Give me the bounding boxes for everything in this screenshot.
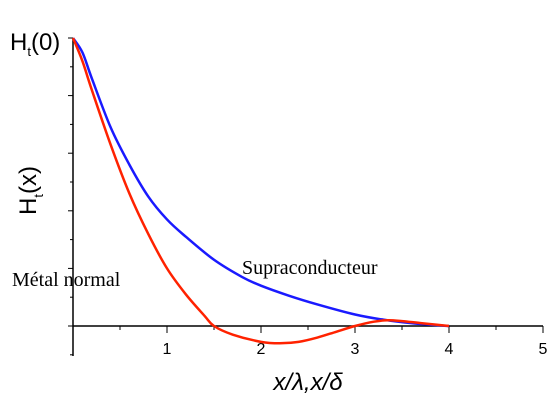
y-top-label-sub: t bbox=[27, 44, 31, 59]
x-tick-label: 1 bbox=[163, 341, 172, 358]
y-top-label: Ht(0) bbox=[10, 29, 60, 59]
series-line-supraconducteur bbox=[71, 37, 450, 328]
x-tick-label: 5 bbox=[539, 341, 548, 358]
y-axis-label-arg: (x) bbox=[15, 166, 42, 194]
y-top-label-arg: (0) bbox=[31, 29, 60, 56]
y-top-label-main: H bbox=[10, 29, 27, 56]
y-axis-label-sub: t bbox=[31, 194, 46, 198]
annotation-metal-normal: Métal normal bbox=[12, 269, 121, 291]
annotation-supraconducteur: Supraconducteur bbox=[242, 257, 378, 279]
y-axis-label: Ht(x) bbox=[15, 166, 46, 215]
x-axis-label: x/λ,x/δ bbox=[272, 369, 343, 396]
series-line-metal-normal bbox=[71, 37, 450, 345]
axes bbox=[72, 38, 543, 356]
x-tick-label: 2 bbox=[257, 341, 266, 358]
series-layer bbox=[71, 37, 450, 345]
y-axis-label-main: H bbox=[15, 198, 42, 215]
y-ticks bbox=[68, 37, 73, 356]
x-tick-label: 4 bbox=[445, 341, 454, 358]
x-tick-label: 3 bbox=[351, 341, 360, 358]
x-ticks: 1 2 3 4 5 bbox=[72, 326, 548, 358]
